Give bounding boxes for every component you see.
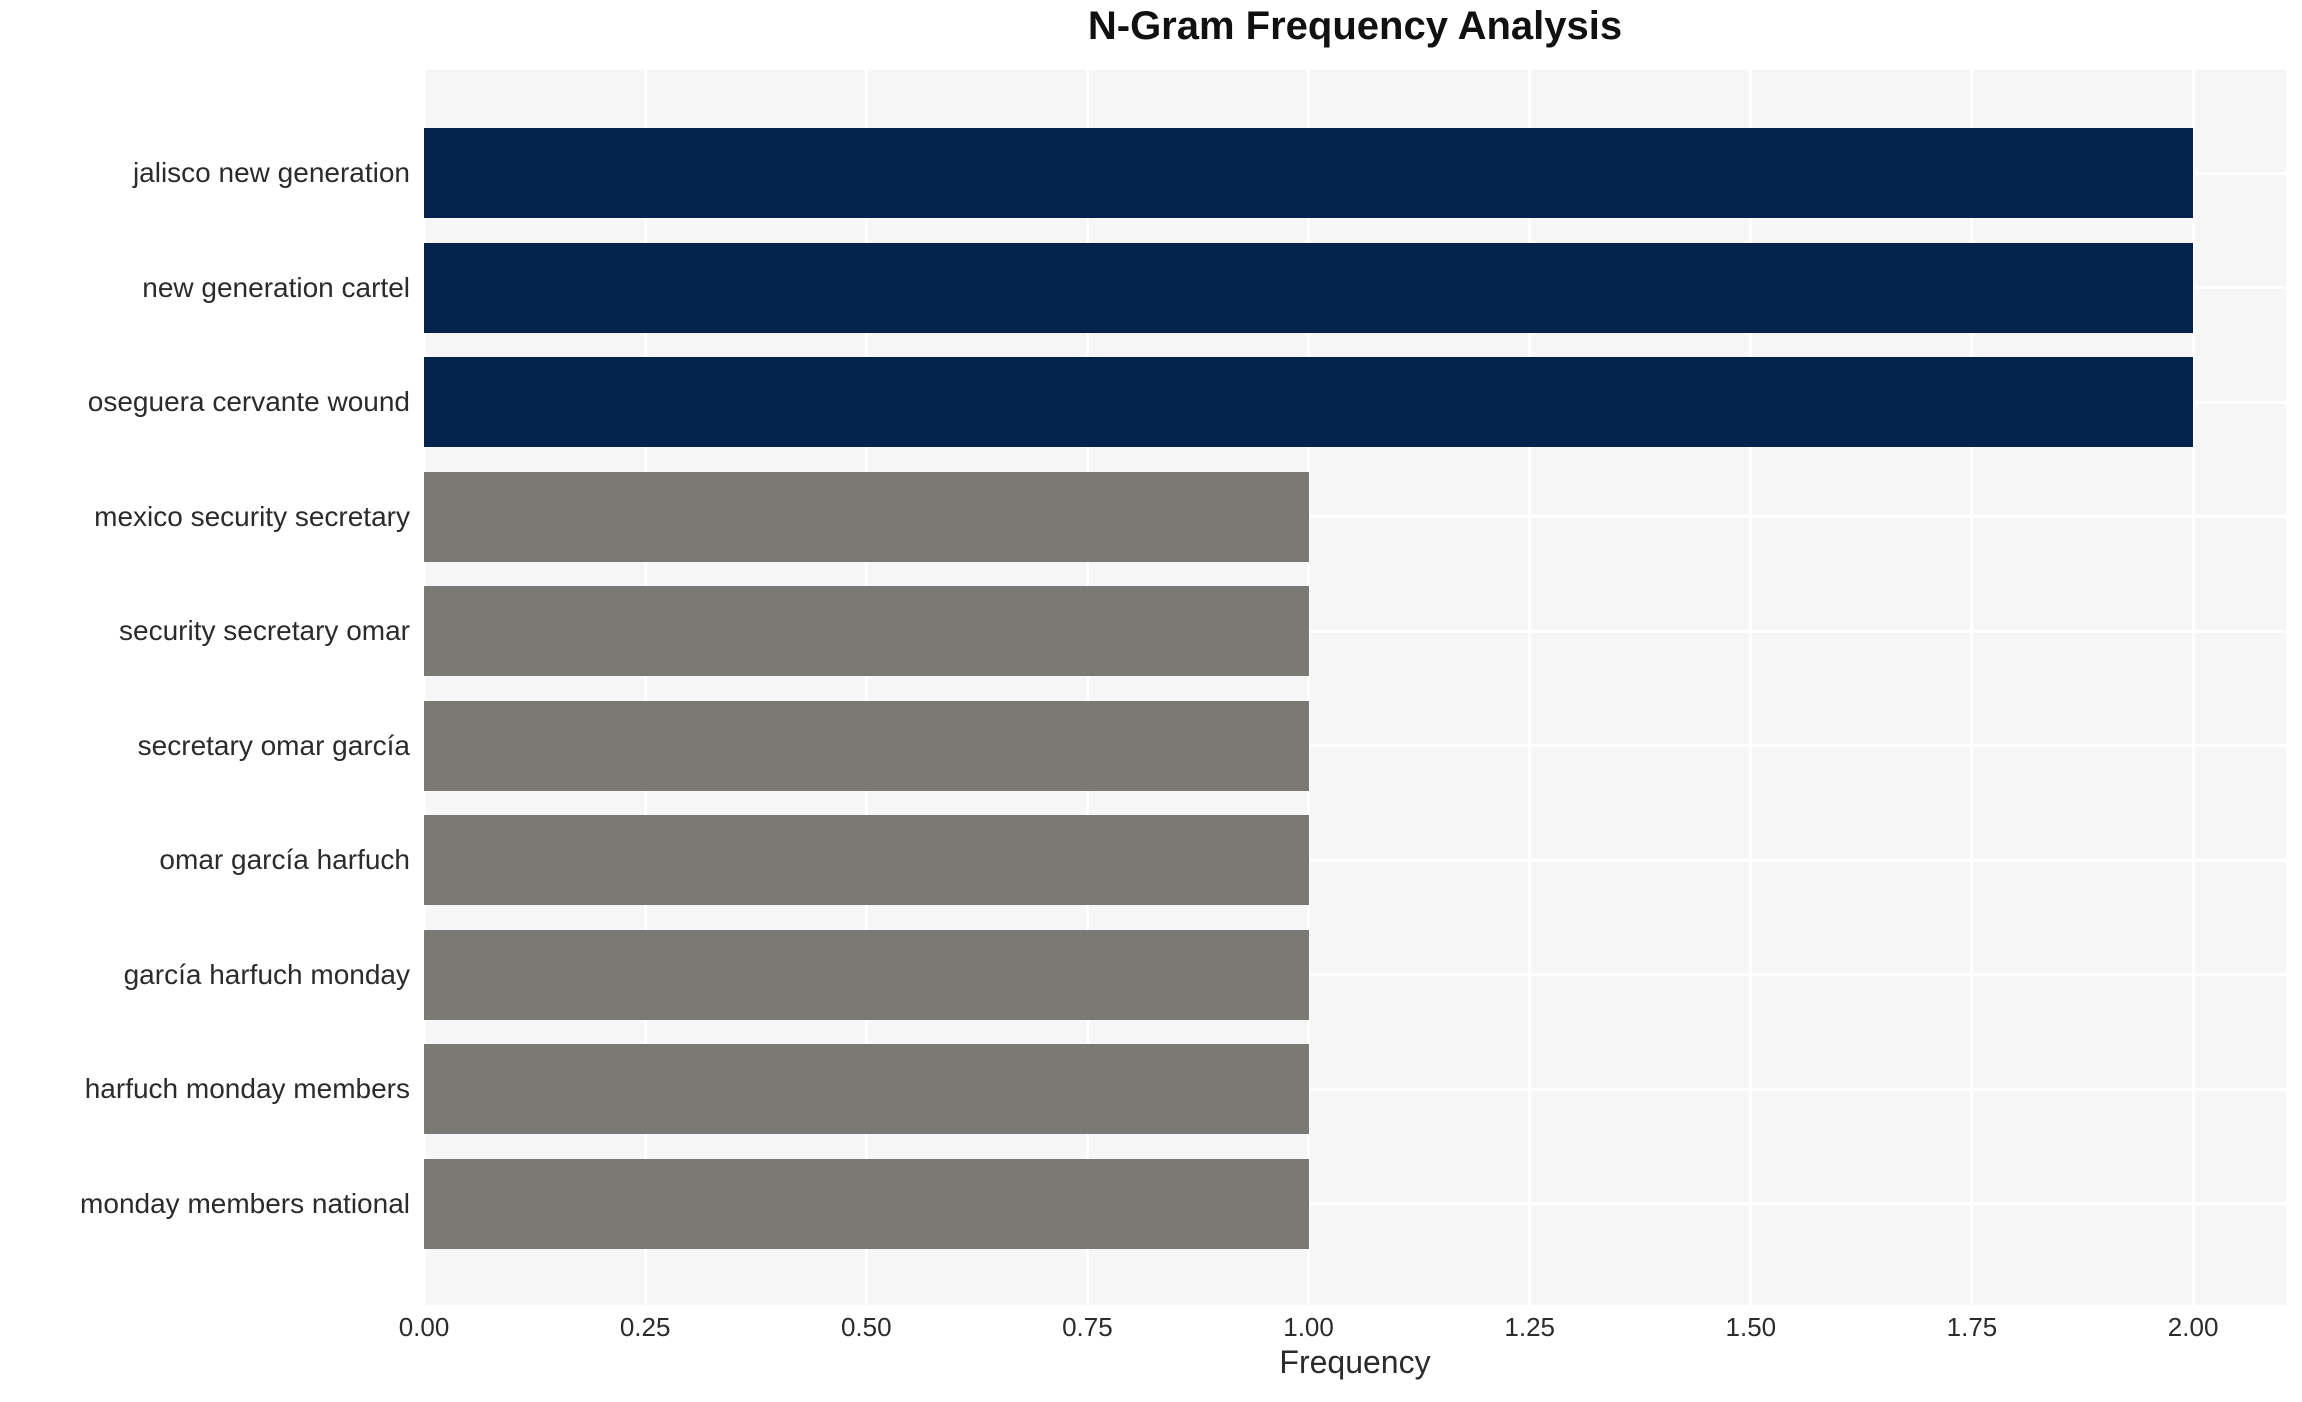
bar-mexico-security-secretary <box>424 471 1309 562</box>
y-tick-label: omar garcía harfuch <box>159 844 410 875</box>
bar-omar-garcía-harfuch <box>424 815 1309 905</box>
y-tick-label: new generation cartel <box>142 271 410 303</box>
x-tick-label-1.00: 1.00 <box>1283 1312 1334 1342</box>
gridline-horizontal <box>424 629 2286 633</box>
bar-new-generation-cartel <box>424 242 2194 333</box>
x-tick-label-0.25: 0.25 <box>619 1312 671 1342</box>
y-tick-label: secretary omar garcía <box>137 729 410 761</box>
x-tick-label-1.75: 1.75 <box>1946 1312 1998 1342</box>
bar-security-secretary-omar <box>424 586 1309 676</box>
y-tick-label: oseguera cervante wound <box>87 386 410 417</box>
gridline-horizontal <box>424 1202 2286 1205</box>
gridline-vertical-1.50 <box>1749 70 1753 1305</box>
chart-title: N-Gram Frequency Analysis <box>1087 4 1623 48</box>
y-tick-label: jalisco new generation <box>132 157 410 188</box>
bar-jalisco-new-generation <box>424 128 2194 218</box>
x-tick-label-0.75: 0.75 <box>1062 1312 1113 1342</box>
y-tick-label: security secretary omar <box>119 615 410 646</box>
bar-harfuch-monday-members <box>424 1044 1309 1134</box>
gridline-vertical-0.50 <box>864 70 868 1305</box>
x-axis-label: Frequency <box>1279 1344 1431 1380</box>
y-tick-label: harfuch monday members <box>84 1073 410 1104</box>
x-tick-label-2.00: 2.00 <box>2167 1312 2219 1342</box>
gridline-vertical-0.75 <box>1085 70 1089 1305</box>
bar-monday-members-national <box>424 1158 1309 1249</box>
x-tick-label-0.00: 0.00 <box>398 1312 450 1342</box>
bar-oseguera-cervante-wound <box>424 357 2194 447</box>
x-tick-label-0.50: 0.50 <box>840 1312 892 1342</box>
plot-area <box>422 70 2286 1305</box>
gridline-vertical-0.00 <box>422 70 426 1305</box>
x-tick-label-1.50: 1.50 <box>1725 1312 1777 1342</box>
x-tick-label-1.25: 1.25 <box>1504 1312 1555 1342</box>
gridline-horizontal <box>424 744 2286 747</box>
gridline-vertical-1.25 <box>1528 70 1532 1305</box>
y-tick-label: mexico security secretary <box>94 500 410 532</box>
y-tick-label: garcía harfuch monday <box>123 958 410 990</box>
gridline-vertical-0.25 <box>643 70 647 1305</box>
gridline-horizontal <box>424 858 2286 862</box>
bar-secretary-omar-garcía <box>424 700 1309 791</box>
bar-garcía-harfuch-monday <box>424 929 1309 1020</box>
gridline-horizontal <box>424 515 2286 518</box>
gridline-vertical-1.75 <box>1970 70 1974 1305</box>
y-tick-label: monday members national <box>80 1187 410 1219</box>
gridline-horizontal <box>424 973 2286 976</box>
gridline-vertical-2.00 <box>2191 70 2195 1305</box>
gridline-horizontal <box>424 1087 2286 1091</box>
gridline-vertical-1.00 <box>1307 70 1311 1305</box>
